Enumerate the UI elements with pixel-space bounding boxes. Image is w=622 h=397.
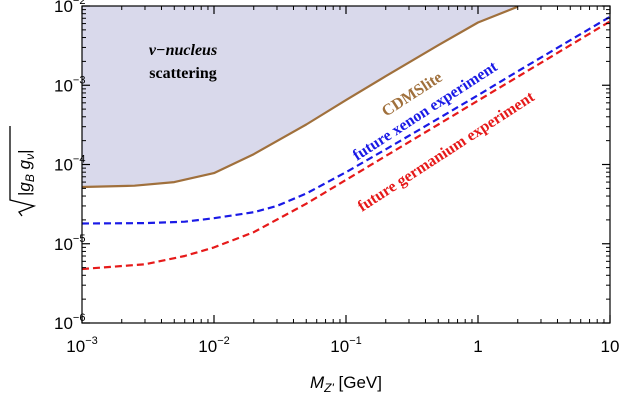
y-axis-title: |gB gν| [9, 126, 37, 217]
region-label-line1: ν−nucleus [149, 42, 217, 59]
excluded-region [82, 6, 610, 188]
x-tick-label: 10 [601, 337, 620, 356]
y-tick-label: 10−5 [54, 233, 85, 254]
y-tick-label: 10−2 [54, 0, 85, 16]
svg-text:|gB gν|: |gB gν| [15, 149, 37, 196]
xenon-curve [82, 15, 610, 225]
x-tick-label: 10−2 [198, 335, 229, 356]
x-tick-label: 10−3 [66, 335, 97, 356]
y-tick-label: 10−6 [54, 312, 85, 333]
x-axis-title: MZ' [GeV] [310, 373, 382, 395]
y-tick-label: 10−4 [54, 154, 85, 175]
x-tick-label: 1 [473, 337, 482, 356]
y-tick-label: 10−3 [54, 74, 85, 95]
region-label-line2: scattering [149, 65, 217, 82]
germanium-curve [82, 20, 610, 271]
x-tick-label: 10−1 [330, 335, 361, 356]
cdmslite-curve [82, 6, 519, 189]
